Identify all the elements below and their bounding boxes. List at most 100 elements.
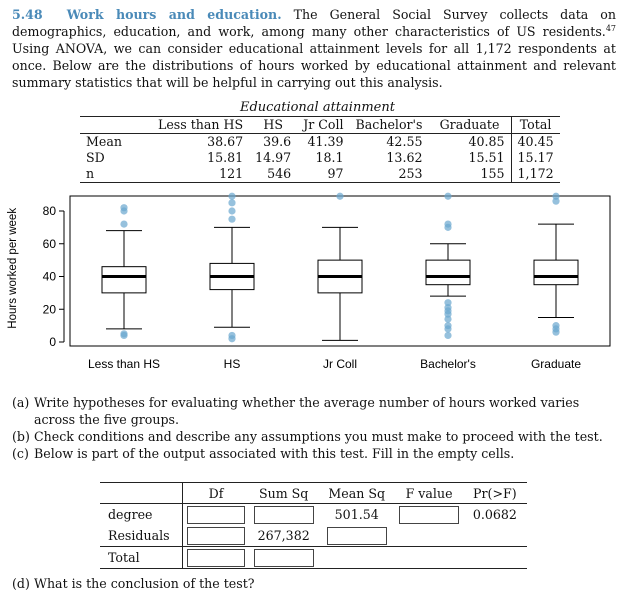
y-tick-label: 0 bbox=[49, 335, 56, 349]
question-b: (b) Check conditions and describe any as… bbox=[12, 428, 620, 445]
stats-cell: 13.62 bbox=[386, 150, 423, 165]
question-d: (d) What is the conclusion of the test? bbox=[12, 576, 255, 591]
x-category-label: Bachelor's bbox=[420, 357, 476, 371]
question-label: (c) bbox=[12, 446, 29, 461]
blank-cell[interactable] bbox=[187, 526, 245, 545]
problem-title: Work hours and education. bbox=[66, 7, 282, 22]
outlier-point bbox=[444, 299, 452, 307]
anova-cell-empty bbox=[395, 546, 464, 569]
anova-cell-sumsq bbox=[249, 504, 318, 526]
stats-cell: 97 bbox=[327, 166, 344, 181]
stats-col-header: Less than HS bbox=[151, 116, 250, 134]
y-tick-label: 80 bbox=[43, 204, 57, 218]
stats-row-n: n 121 546 97 253 155 1,172 bbox=[80, 166, 560, 183]
anova-cell-df bbox=[182, 503, 249, 525]
anova-cell-sumsq: 267,382 bbox=[257, 528, 310, 543]
anova-row-label: degree bbox=[108, 507, 153, 522]
question-a: (a) Write hypotheses for evaluating whet… bbox=[12, 394, 620, 428]
x-category-label: HS bbox=[224, 357, 241, 371]
anova-row-label: Residuals bbox=[108, 528, 170, 543]
stats-cell: 42.55 bbox=[386, 134, 423, 149]
problem-number: 5.48 bbox=[12, 7, 43, 22]
stats-corner bbox=[80, 116, 152, 134]
blank-cell[interactable] bbox=[187, 505, 245, 524]
stats-col-header: Graduate bbox=[428, 116, 512, 134]
stats-cell: 15.51 bbox=[468, 150, 505, 165]
stats-cell: 14.97 bbox=[255, 150, 292, 165]
anova-corner bbox=[100, 482, 183, 504]
stats-cell: 546 bbox=[267, 166, 292, 181]
anova-cell-empty bbox=[318, 546, 396, 569]
stats-col-header: Bachelor's bbox=[349, 116, 429, 134]
stats-cell: 121 bbox=[219, 166, 244, 181]
stats-cell: 38.67 bbox=[207, 134, 244, 149]
outlier-point bbox=[228, 192, 236, 200]
questions-list: (a) Write hypotheses for evaluating whet… bbox=[12, 394, 620, 462]
outlier-point bbox=[444, 331, 452, 340]
anova-cell-p bbox=[463, 525, 527, 547]
outlier-point bbox=[228, 207, 236, 215]
footnote-ref: 47 bbox=[605, 24, 616, 33]
outlier-point bbox=[444, 192, 452, 200]
stats-row-label: Mean bbox=[86, 134, 122, 149]
question-text: Check conditions and describe any assump… bbox=[34, 429, 603, 444]
y-tick-label: 60 bbox=[43, 237, 57, 251]
intro-text-cont: Using ANOVA, we can consider educational… bbox=[12, 41, 616, 90]
outlier-point bbox=[552, 192, 560, 200]
iqr-box bbox=[101, 266, 147, 294]
blank-cell[interactable] bbox=[399, 505, 460, 524]
question-text: What is the conclusion of the test? bbox=[34, 576, 255, 591]
question-c: (c) Below is part of the output associat… bbox=[12, 445, 620, 462]
stats-row-label: n bbox=[86, 166, 95, 181]
anova-cell-df bbox=[182, 525, 249, 547]
stats-col-header: Jr Coll bbox=[297, 116, 350, 134]
x-category-label: Graduate bbox=[531, 357, 581, 371]
stats-cell: 155 bbox=[480, 166, 505, 181]
iqr-box bbox=[425, 259, 471, 286]
anova-cell-fvalue bbox=[395, 504, 463, 526]
outlier-point bbox=[228, 331, 236, 340]
outlier-point bbox=[336, 192, 344, 200]
anova-col-header: F value bbox=[395, 482, 464, 504]
outlier-point bbox=[228, 215, 236, 223]
question-label: (a) bbox=[12, 395, 30, 410]
question-text: Write hypotheses for evaluating whether … bbox=[34, 395, 580, 427]
anova-col-header: Sum Sq bbox=[249, 482, 319, 504]
anova-cell-df bbox=[182, 546, 249, 569]
stats-cell: 39.6 bbox=[263, 134, 292, 149]
anova-row-total: Total bbox=[100, 546, 527, 569]
outlier-point bbox=[120, 204, 128, 212]
anova-cell-p: 0.0682 bbox=[472, 507, 517, 522]
blank-cell[interactable] bbox=[253, 548, 314, 567]
stats-cell: 253 bbox=[398, 166, 423, 181]
anova-col-header: Df bbox=[182, 482, 249, 504]
blank-cell[interactable] bbox=[326, 526, 387, 545]
anova-row-residuals: Residuals 267,382 bbox=[100, 525, 527, 547]
blank-cell[interactable] bbox=[187, 548, 245, 567]
stats-col-header: Total bbox=[510, 116, 560, 134]
summary-stats-table: Less than HS HS Jr Coll Bachelor's Gradu… bbox=[80, 116, 560, 183]
anova-col-header: Pr(>F) bbox=[463, 482, 527, 504]
anova-cell-meansq: 501.54 bbox=[334, 507, 379, 522]
question-label: (b) bbox=[12, 429, 30, 444]
stats-row-mean: Mean 38.67 39.6 41.39 42.55 40.85 40.45 bbox=[80, 133, 560, 150]
anova-cell-sumsq bbox=[249, 546, 319, 569]
iqr-box bbox=[533, 259, 579, 286]
y-axis-label: Hours worked per week bbox=[7, 208, 19, 329]
y-tick-label: 40 bbox=[43, 270, 57, 284]
outlier-point bbox=[228, 199, 236, 207]
anova-cell-meansq bbox=[318, 525, 395, 547]
anova-row-label: Total bbox=[100, 546, 183, 569]
intro-text: The General Social Survey collects data … bbox=[12, 7, 616, 39]
anova-row-degree: degree 501.54 0.0682 bbox=[100, 503, 527, 526]
x-category-label: Jr Coll bbox=[323, 357, 357, 371]
outlier-point bbox=[444, 322, 452, 330]
outlier-point bbox=[444, 220, 452, 228]
stats-caption: Educational attainment bbox=[240, 100, 395, 115]
stats-cell: 15.81 bbox=[207, 150, 244, 165]
blank-cell[interactable] bbox=[253, 505, 314, 524]
stats-cell: 40.85 bbox=[468, 134, 505, 149]
outlier-point bbox=[120, 220, 128, 228]
anova-cell-fvalue bbox=[395, 525, 463, 547]
